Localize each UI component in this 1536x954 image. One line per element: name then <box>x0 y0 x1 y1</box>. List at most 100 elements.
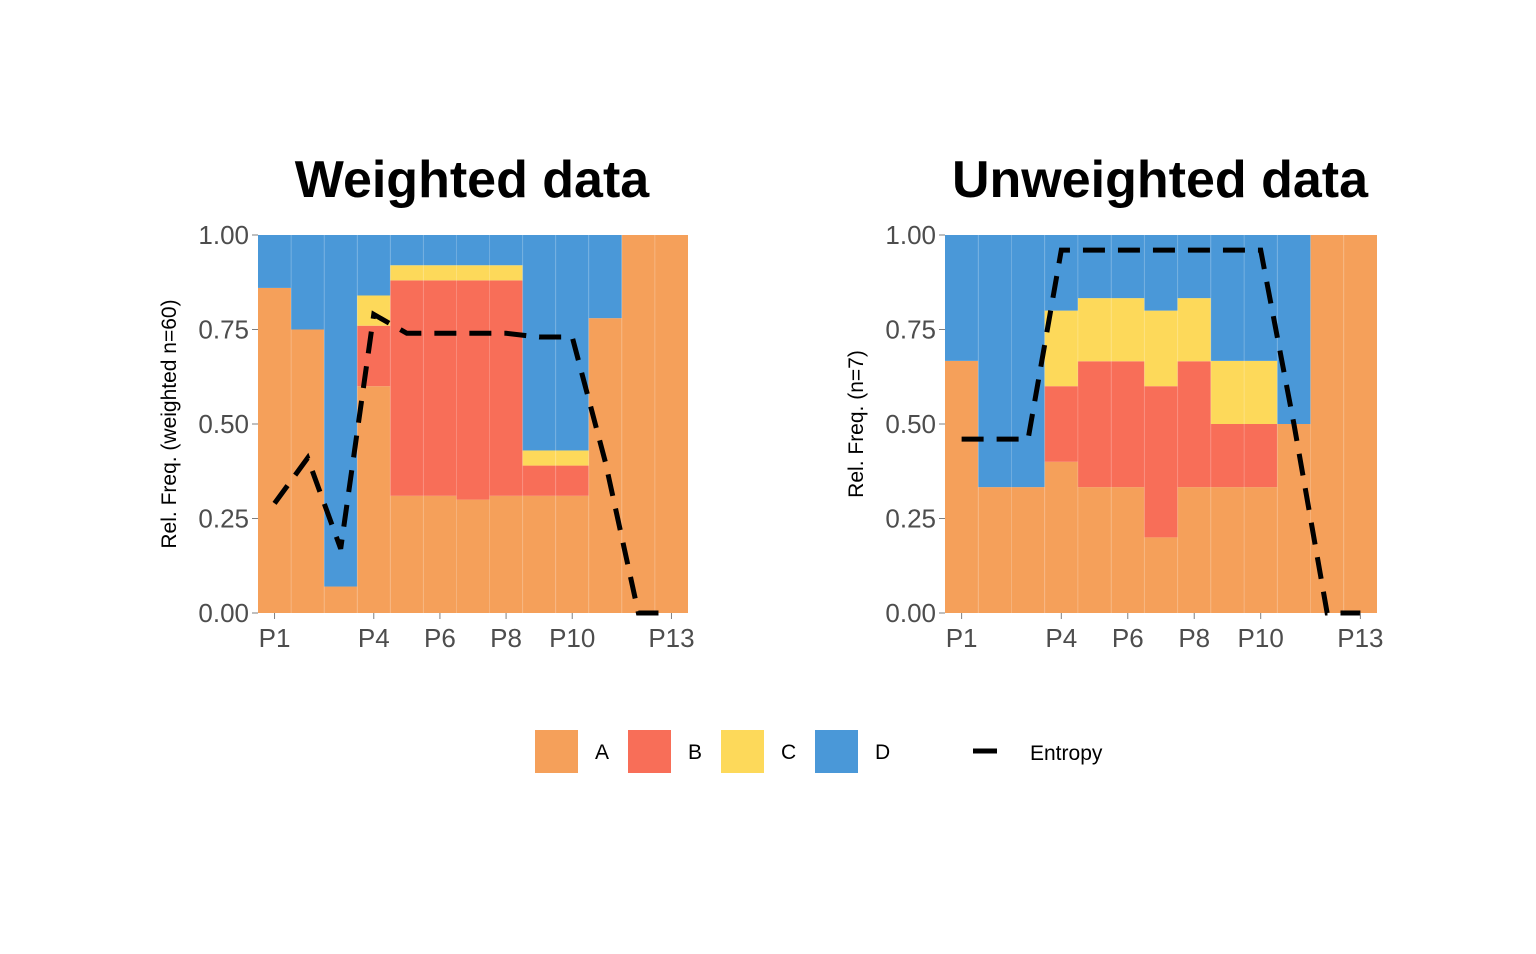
bar-segment-p1-a <box>258 287 292 613</box>
bar-segment-p8-c <box>489 265 523 281</box>
bar-segment-p11-a <box>1277 424 1311 613</box>
bar-segment-p8-a <box>489 495 523 613</box>
bar-segment-p1-d <box>945 235 979 361</box>
bar-segment-p9-c <box>522 450 556 466</box>
bar-segment-p1-d <box>258 235 292 288</box>
bar-segment-p3-d <box>1011 235 1045 488</box>
y-tick-label: 1.00 <box>198 220 249 250</box>
bar-segment-p10-b <box>1244 424 1278 488</box>
bar-segment-p2-a <box>978 487 1012 613</box>
bar-segment-p6-b <box>1111 361 1145 488</box>
bar-segment-p5-a <box>390 495 424 613</box>
bar-segment-p3-a <box>1011 487 1045 613</box>
bar-segment-p12-a <box>1310 235 1344 613</box>
bar-segment-p5-b <box>390 280 424 496</box>
bar-segment-p5-c <box>390 265 424 281</box>
legend-label-a: A <box>595 741 609 764</box>
x-tick-label: P1 <box>946 623 978 653</box>
bar-segment-p6-d <box>1111 235 1145 299</box>
bar-segment-p8-c <box>1177 298 1211 362</box>
bar-segment-p9-b <box>1210 424 1245 488</box>
bar-segment-p9-d <box>522 235 556 451</box>
bar-segment-p7-c <box>456 265 490 281</box>
legend-label-d: D <box>875 741 890 764</box>
x-tick-label: P6 <box>424 623 456 653</box>
bar-segment-p4-d <box>1044 235 1078 311</box>
x-tick-label: P1 <box>259 623 291 653</box>
legend-key-a <box>535 730 578 773</box>
bar-segment-p12-a <box>621 235 655 613</box>
y-tick-label: 0.75 <box>198 315 249 345</box>
bar-segment-p11-a <box>588 318 622 613</box>
bar-segment-p4-a <box>357 386 391 613</box>
bar-segment-p1-a <box>945 360 979 613</box>
legend-label-entropy: Entropy <box>1030 742 1103 765</box>
bar-segment-p5-d <box>390 235 424 266</box>
x-tick-label: P4 <box>358 623 390 653</box>
bar-segment-p10-a <box>1244 487 1278 613</box>
bar-segment-p7-b <box>1144 386 1178 538</box>
bar-segment-p6-b <box>423 280 457 496</box>
bar-segment-p10-a <box>555 495 589 613</box>
bar-segment-p13-a <box>654 235 688 613</box>
bar-segment-p7-c <box>1144 310 1178 387</box>
y-axis-title: Rel. Freq. (weighted n=60) <box>158 299 181 548</box>
bar-segment-p4-a <box>1044 461 1078 613</box>
x-tick-label: P13 <box>1337 623 1383 653</box>
y-tick-label: 0.25 <box>198 504 249 534</box>
y-tick-label: 0.50 <box>198 409 249 439</box>
bar-segment-p9-c <box>1210 360 1245 424</box>
y-tick-label: 0.25 <box>885 504 936 534</box>
x-tick-label: P10 <box>1238 623 1284 653</box>
x-tick-label: P10 <box>549 623 595 653</box>
x-tick-label: P8 <box>490 623 522 653</box>
legend-label-c: C <box>781 741 796 764</box>
bar-segment-p3-d <box>324 235 358 587</box>
x-tick-label: P8 <box>1178 623 1210 653</box>
x-tick-label: P13 <box>648 623 694 653</box>
legend-label-b: B <box>688 741 702 764</box>
bar-segment-p8-d <box>1177 235 1211 299</box>
y-axis-title: Rel. Freq. (n=7) <box>845 350 868 498</box>
bar-segment-p6-c <box>423 265 457 281</box>
bar-segment-p11-d <box>588 235 622 319</box>
bar-segment-p8-b <box>1177 361 1211 488</box>
bar-segment-p7-d <box>1144 235 1178 311</box>
y-tick-label: 0.75 <box>885 315 936 345</box>
bar-segment-p10-c <box>555 450 589 466</box>
bar-segment-p5-b <box>1077 361 1112 488</box>
bar-segment-p10-c <box>1244 360 1278 424</box>
panel-title: Weighted data <box>295 151 650 209</box>
legend: A B C D Entropy <box>535 730 1103 773</box>
bar-segment-p7-b <box>456 280 490 500</box>
bar-segment-p9-a <box>522 495 556 613</box>
bar-segment-p9-d <box>1210 235 1245 361</box>
bar-segment-p8-a <box>1177 487 1211 613</box>
bar-segment-p6-a <box>423 495 457 613</box>
bar-segment-p8-b <box>489 280 523 496</box>
bar-segment-p7-a <box>1144 537 1178 613</box>
bar-segment-p6-a <box>1111 487 1145 613</box>
bar-segment-p5-a <box>1077 487 1112 613</box>
bar-segment-p9-a <box>1210 487 1245 613</box>
panel-title: Unweighted data <box>952 151 1369 209</box>
y-tick-label: 0.50 <box>885 409 936 439</box>
bar-segment-p4-d <box>357 235 391 296</box>
bar-segment-p2-d <box>978 235 1012 488</box>
bar-segment-p9-b <box>522 465 556 496</box>
bar-segment-p6-d <box>423 235 457 266</box>
bar-segment-p5-d <box>1077 235 1112 299</box>
bar-segment-p8-d <box>489 235 523 266</box>
y-tick-label: 0.00 <box>885 598 936 628</box>
entropy-line <box>272 310 672 616</box>
bar-segment-p5-c <box>1077 298 1112 362</box>
chart-panel-unweighted: Unweighted data 0.00 0.25 0.50 0.75 1.00 P1 P4 P… <box>845 151 1384 653</box>
bar-segment-p13-a <box>1343 235 1377 613</box>
entropy-line <box>961 247 1361 616</box>
bar-segment-p2-d <box>291 235 325 330</box>
x-tick-label: P4 <box>1045 623 1077 653</box>
bar-segment-p4-b <box>1044 386 1078 462</box>
bar-segment-p7-d <box>456 235 490 266</box>
bar-segment-p4-b <box>357 325 391 387</box>
